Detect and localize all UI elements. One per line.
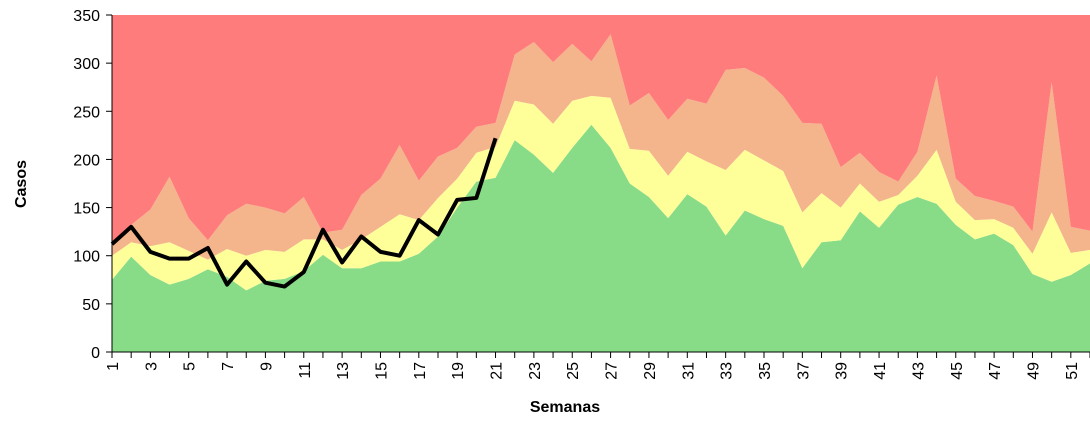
x-tick-label: 33 [719,362,736,380]
y-tick-label: 50 [82,297,100,314]
x-tick-label: 25 [565,362,582,380]
y-tick-label: 0 [91,345,100,362]
area [112,95,1090,291]
line [110,137,498,289]
x-tick-label: 9 [258,362,275,371]
x-tick-label: 31 [680,362,697,380]
x-tick-label: 13 [335,362,352,380]
x-tick-label: 21 [489,362,506,380]
y-tick-label: 200 [73,152,100,169]
x-tick-label: 5 [182,362,199,371]
x-tick-label: 7 [220,362,237,371]
x-tick-label: 43 [910,362,927,380]
y-tick-label: 100 [73,249,100,266]
area [112,124,1090,352]
x-tick-label: 3 [143,362,160,371]
x-axis-label: Semanas [530,399,600,416]
y-tick-label: 350 [73,8,100,25]
x-tick-label: 27 [604,362,621,380]
y-axis-label: Casos [13,160,30,208]
x-tick-label: 41 [872,362,889,380]
x-tick-label: 51 [1064,362,1081,380]
y-tick-label: 300 [73,56,100,73]
x-tick-label: 49 [1025,362,1042,380]
y-tick-label: 250 [73,104,100,121]
x-tick-label: 19 [450,362,467,380]
x-tick-label: 47 [987,362,1004,380]
x-tick-label: 15 [373,362,390,380]
x-tick-label: 11 [297,362,314,379]
x-tick-label: 17 [412,362,429,380]
x-tick-label: 29 [642,362,659,380]
x-tick-label: 1 [105,362,122,371]
x-tick-label: 37 [795,362,812,380]
area [112,15,1090,244]
y-tick-label: 150 [73,201,100,218]
area [112,34,1090,260]
x-tick-label: 23 [527,362,544,380]
x-tick-label: 45 [949,362,966,380]
x-tick-label: 39 [834,362,851,380]
x-tick-label: 35 [757,362,774,380]
